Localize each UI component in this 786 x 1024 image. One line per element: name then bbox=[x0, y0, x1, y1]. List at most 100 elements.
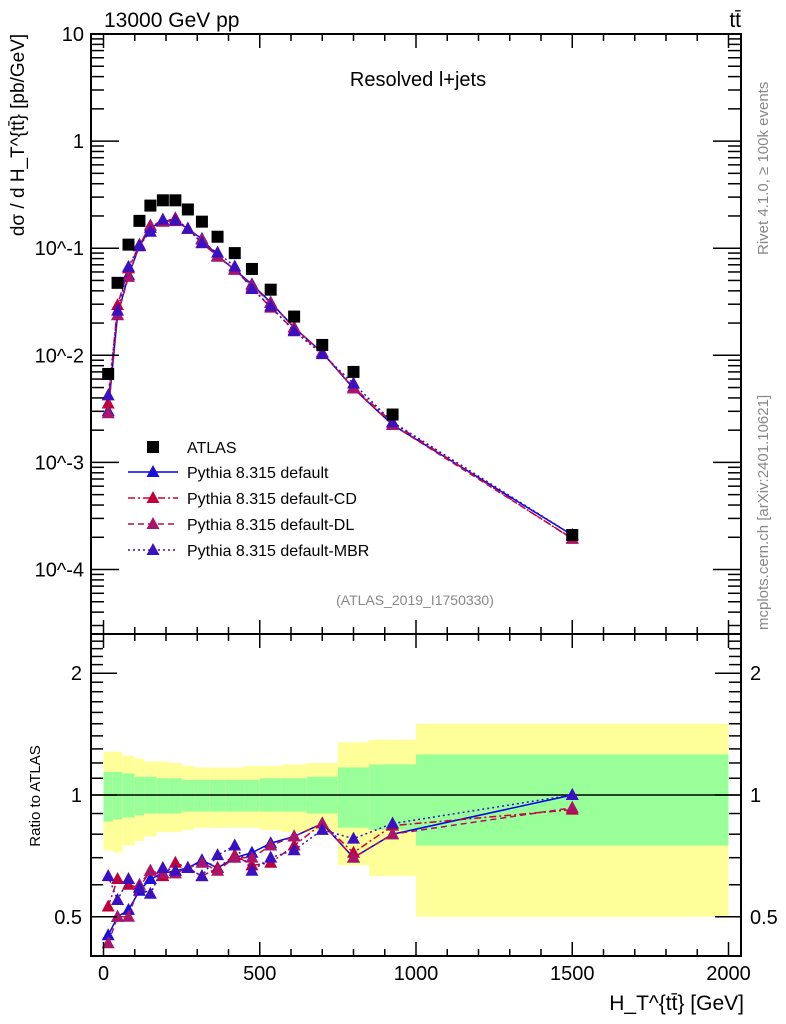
legend: ATLAS Pythia 8.315 default Pythia 8.315 de… bbox=[128, 440, 369, 560]
ratio-y-tick-label: 0.5 bbox=[54, 907, 82, 929]
series-marker bbox=[347, 376, 360, 389]
ratio-series-marker bbox=[386, 827, 400, 840]
series-marker bbox=[143, 224, 157, 237]
series-marker bbox=[101, 396, 115, 409]
atlas-data-point bbox=[264, 283, 277, 296]
ratio-y-tick-label: 2 bbox=[71, 663, 82, 685]
series-marker bbox=[264, 299, 278, 312]
series-marker bbox=[132, 238, 146, 251]
atlas-data-point bbox=[144, 199, 157, 212]
series-marker bbox=[181, 221, 195, 234]
atlas-data-point bbox=[133, 214, 146, 227]
ratio-y-tick-label-right: 1 bbox=[750, 785, 761, 807]
y-tick-label: 1 bbox=[73, 131, 84, 153]
green-band-bin bbox=[103, 771, 113, 822]
y-tick-label: 10 bbox=[62, 24, 84, 46]
header-right: tt̄ bbox=[729, 9, 741, 32]
ratio-series-marker bbox=[228, 850, 242, 863]
x-tick-label: 2000 bbox=[706, 963, 751, 985]
ratio-series-marker bbox=[132, 880, 146, 893]
x-tick-label: 500 bbox=[243, 963, 276, 985]
ratio-series-marker bbox=[565, 800, 579, 813]
ratio-y-tick-label-right: 0.5 bbox=[750, 907, 778, 929]
ratio-series-marker bbox=[181, 861, 195, 874]
x-tick-label: 0 bbox=[98, 963, 109, 985]
series-marker bbox=[228, 259, 242, 272]
green-band-bin bbox=[134, 776, 145, 816]
ratio-y-tick-label: 1 bbox=[71, 785, 82, 807]
series-marker bbox=[315, 347, 329, 360]
chart-marks bbox=[101, 194, 579, 949]
y-tick-labels: 10 1 10^-1 10^-2 10^-3 10^-4 bbox=[35, 24, 84, 582]
ratio-series-marker bbox=[156, 861, 170, 874]
ratio-series-marker bbox=[111, 871, 125, 884]
ratio-series-marker bbox=[245, 863, 259, 876]
ratio-series-marker bbox=[245, 850, 259, 863]
atlas-data-point bbox=[347, 365, 360, 378]
legend-marker bbox=[146, 491, 160, 503]
legend-marker bbox=[146, 465, 160, 477]
atlas-data-point bbox=[566, 529, 579, 542]
ratio-series-marker bbox=[386, 816, 400, 829]
atlas-data-point bbox=[111, 276, 124, 289]
series-marker bbox=[111, 303, 125, 316]
legend-label-atlas: ATLAS bbox=[187, 440, 237, 457]
y-tick-label: 10^-2 bbox=[35, 345, 84, 367]
x-tick-label: 1000 bbox=[394, 963, 439, 985]
ratio-y-tick-label-right: 2 bbox=[750, 663, 761, 685]
atlas-data-point bbox=[169, 194, 182, 207]
ratio-series-marker bbox=[143, 863, 157, 876]
series-marker bbox=[168, 213, 182, 226]
legend-label: Pythia 8.315 default-MBR bbox=[187, 543, 369, 560]
axes: 0 500 1000 1500 2000 0.5 0.5 1 1 2 2 bbox=[54, 33, 778, 985]
legend-marker bbox=[146, 543, 160, 555]
atlas-data-point bbox=[195, 215, 208, 228]
ratio-series-marker bbox=[101, 928, 115, 941]
atlas-data-point bbox=[228, 247, 241, 260]
series-marker bbox=[386, 415, 400, 428]
series-marker bbox=[101, 406, 115, 419]
ratio-series-marker bbox=[287, 829, 301, 842]
ratio-series-marker bbox=[168, 855, 182, 868]
series-line bbox=[107, 219, 573, 536]
y-tick-label: 10^-3 bbox=[35, 452, 84, 474]
ratio-series-marker bbox=[101, 899, 115, 912]
ratio-series-marker bbox=[565, 788, 579, 800]
series-marker bbox=[195, 236, 209, 249]
series-marker bbox=[287, 324, 301, 337]
y-tick-label: 10^-4 bbox=[35, 560, 84, 582]
ratio-series-marker bbox=[315, 822, 329, 835]
green-band-bin bbox=[169, 778, 182, 814]
green-band-bin bbox=[337, 767, 370, 828]
atlas-data-point bbox=[156, 194, 169, 207]
x-axis-label: H_T^{tt̄} [GeV] bbox=[609, 992, 744, 1015]
series-marker bbox=[245, 282, 259, 295]
ratio-series-marker bbox=[228, 838, 242, 851]
ratio-series-marker bbox=[122, 871, 135, 884]
mcplots-label: mcplots.cern.ch [arXiv:2401.10621] bbox=[755, 395, 772, 630]
atlas-data-point bbox=[122, 238, 135, 251]
ratio-series-marker bbox=[347, 831, 360, 844]
series-marker bbox=[211, 245, 225, 258]
ratio-series-marker bbox=[211, 863, 225, 876]
atlas-data-point bbox=[316, 338, 329, 351]
analysis-label: (ATLAS_2019_I1750330) bbox=[336, 592, 494, 608]
atlas-data-point bbox=[102, 367, 115, 380]
green-band-bin bbox=[156, 778, 170, 814]
series-line bbox=[107, 217, 573, 540]
y-axis-label: dσ / d H_T^{tt̄} [pb/GeV] bbox=[8, 34, 29, 236]
series-marker bbox=[122, 269, 135, 282]
ratio-series-marker bbox=[195, 855, 209, 868]
series-marker bbox=[143, 218, 157, 231]
atlas-data-point bbox=[386, 408, 399, 421]
series-marker bbox=[101, 388, 115, 401]
header-left: 13000 GeV pp bbox=[104, 9, 239, 32]
x-tick-label: 1500 bbox=[550, 963, 595, 985]
ratio-uncertainty-bands bbox=[91, 723, 741, 917]
ratio-series-marker bbox=[101, 869, 115, 882]
series-marker bbox=[156, 212, 170, 225]
ratio-series-marker bbox=[211, 848, 225, 861]
y-tick-label: 10^-1 bbox=[35, 238, 84, 260]
legend-marker bbox=[146, 517, 160, 529]
